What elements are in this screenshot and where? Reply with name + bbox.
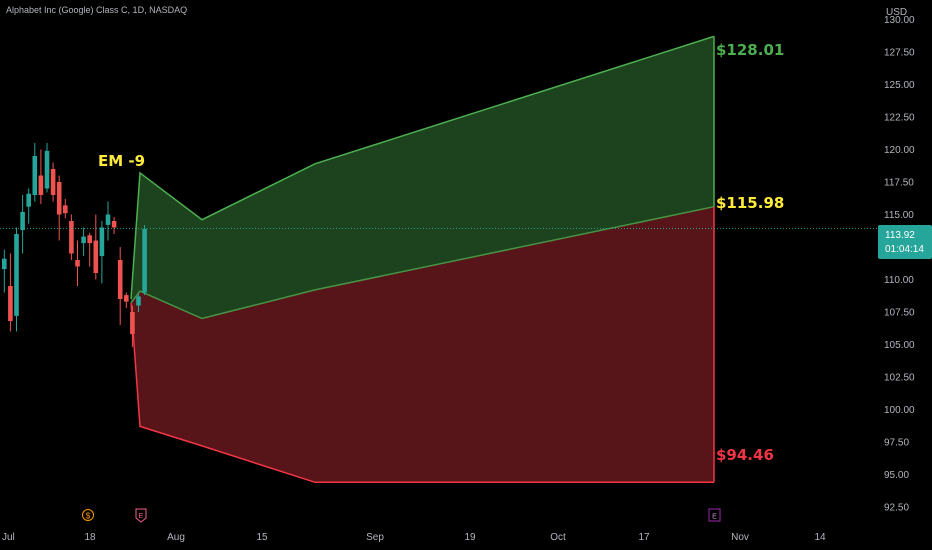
price-axis-panel[interactable] xyxy=(878,0,932,550)
current-price-tag xyxy=(878,225,932,259)
candle xyxy=(32,143,38,202)
candle xyxy=(38,149,44,205)
candle-body xyxy=(124,295,129,302)
lower-zone-fill xyxy=(131,206,714,483)
time-label-aug: Aug xyxy=(167,532,185,543)
price-tick: 107.50 xyxy=(884,308,915,319)
candle-body xyxy=(14,234,19,316)
candle-body xyxy=(50,169,56,195)
middle-line xyxy=(130,205,715,320)
time-label-15: 15 xyxy=(256,532,268,543)
earnings-marker-future[interactable]: E xyxy=(708,508,721,522)
candle-body xyxy=(105,214,111,225)
lower-bound-line xyxy=(130,302,714,484)
bar-countdown: 01:04:14 xyxy=(885,244,924,255)
candle xyxy=(142,224,147,296)
candle xyxy=(105,201,111,241)
earnings-icon-future: E xyxy=(712,514,717,521)
candle-body xyxy=(32,156,38,195)
price-tick: 100.00 xyxy=(884,405,915,416)
time-axis[interactable]: Jul 18 Aug 15 Sep 19 Oct 17 Nov 14 xyxy=(2,532,826,543)
candle xyxy=(63,198,68,219)
candle xyxy=(8,253,13,332)
candle-body xyxy=(130,312,135,335)
candle xyxy=(124,292,129,309)
candle-body xyxy=(8,286,13,322)
candlestick-series xyxy=(2,143,147,348)
price-tick: 110.00 xyxy=(884,275,914,286)
candle-body xyxy=(26,193,31,207)
candle-body xyxy=(87,235,92,244)
earnings-icon-past: E xyxy=(139,513,144,520)
price-tick: 125.00 xyxy=(884,80,915,91)
price-tick: 130.00 xyxy=(884,15,915,26)
price-tick: 92.50 xyxy=(884,503,909,514)
candle-body xyxy=(20,211,25,231)
candle-body xyxy=(38,175,44,195)
candle xyxy=(81,227,86,257)
time-label-nov: Nov xyxy=(731,532,749,543)
em-label: EM -9 xyxy=(98,152,145,170)
time-label-oct: Oct xyxy=(550,532,566,543)
price-tick: 122.50 xyxy=(884,113,915,124)
upper-zone-fill xyxy=(131,36,714,319)
price-tick: 127.50 xyxy=(884,48,915,59)
price-tick: 120.00 xyxy=(884,145,915,156)
time-label-14: 14 xyxy=(814,532,826,543)
candle xyxy=(50,162,56,202)
price-tick: 95.00 xyxy=(884,470,909,481)
current-price-value: 113.92 xyxy=(885,230,915,241)
dividend-marker[interactable]: $ xyxy=(82,509,94,521)
upper-bound-line xyxy=(130,35,715,300)
candle xyxy=(20,195,25,254)
currency-label: USD xyxy=(886,7,907,18)
time-label-19: 19 xyxy=(464,532,476,543)
upper-target-label: $128.01 xyxy=(716,41,784,59)
time-label-jul: Jul xyxy=(2,532,15,543)
price-tick: 105.00 xyxy=(884,340,915,351)
candle xyxy=(111,217,117,234)
candle xyxy=(56,175,62,241)
candle xyxy=(87,232,92,267)
candle xyxy=(117,247,123,325)
mid-target-label: $115.98 xyxy=(716,194,784,212)
price-tick: 117.50 xyxy=(884,178,914,189)
symbol-title[interactable]: Alphabet Inc (Google) Class C, 1D, NASDA… xyxy=(6,5,188,15)
time-label-17: 17 xyxy=(638,532,650,543)
candle-body xyxy=(56,182,62,215)
candle xyxy=(99,221,105,284)
candle xyxy=(2,249,7,293)
price-tick: 102.50 xyxy=(884,373,915,384)
candle-body xyxy=(44,150,50,189)
time-label-sep: Sep xyxy=(366,532,384,543)
candle xyxy=(75,240,80,286)
candle xyxy=(136,292,141,312)
candle-body xyxy=(69,221,74,254)
candle xyxy=(69,214,74,260)
candle-body xyxy=(2,258,7,270)
price-axis-ticks: 130.00 127.50 125.00 122.50 120.00 117.50 115.… xyxy=(884,15,915,514)
candle xyxy=(44,143,50,193)
lower-target-label: $94.46 xyxy=(716,446,774,464)
candle xyxy=(26,188,31,224)
price-tick: 97.50 xyxy=(884,438,909,449)
dividend-icon: $ xyxy=(86,512,91,521)
time-label-18: 18 xyxy=(84,532,96,543)
candle-body xyxy=(111,221,117,228)
candle-body xyxy=(117,260,123,299)
candle-body xyxy=(136,296,141,306)
candle xyxy=(14,227,19,332)
expected-move-zones xyxy=(130,35,715,484)
earnings-marker-past[interactable]: E xyxy=(135,508,147,523)
candle-body xyxy=(75,260,80,267)
candle xyxy=(93,214,99,280)
candle-body xyxy=(99,227,105,257)
candle-body xyxy=(81,236,86,244)
candle-body xyxy=(93,240,99,273)
candle-body xyxy=(63,205,68,214)
candle-body xyxy=(142,228,147,293)
price-tick: 115.00 xyxy=(884,210,914,221)
candle xyxy=(130,305,135,348)
